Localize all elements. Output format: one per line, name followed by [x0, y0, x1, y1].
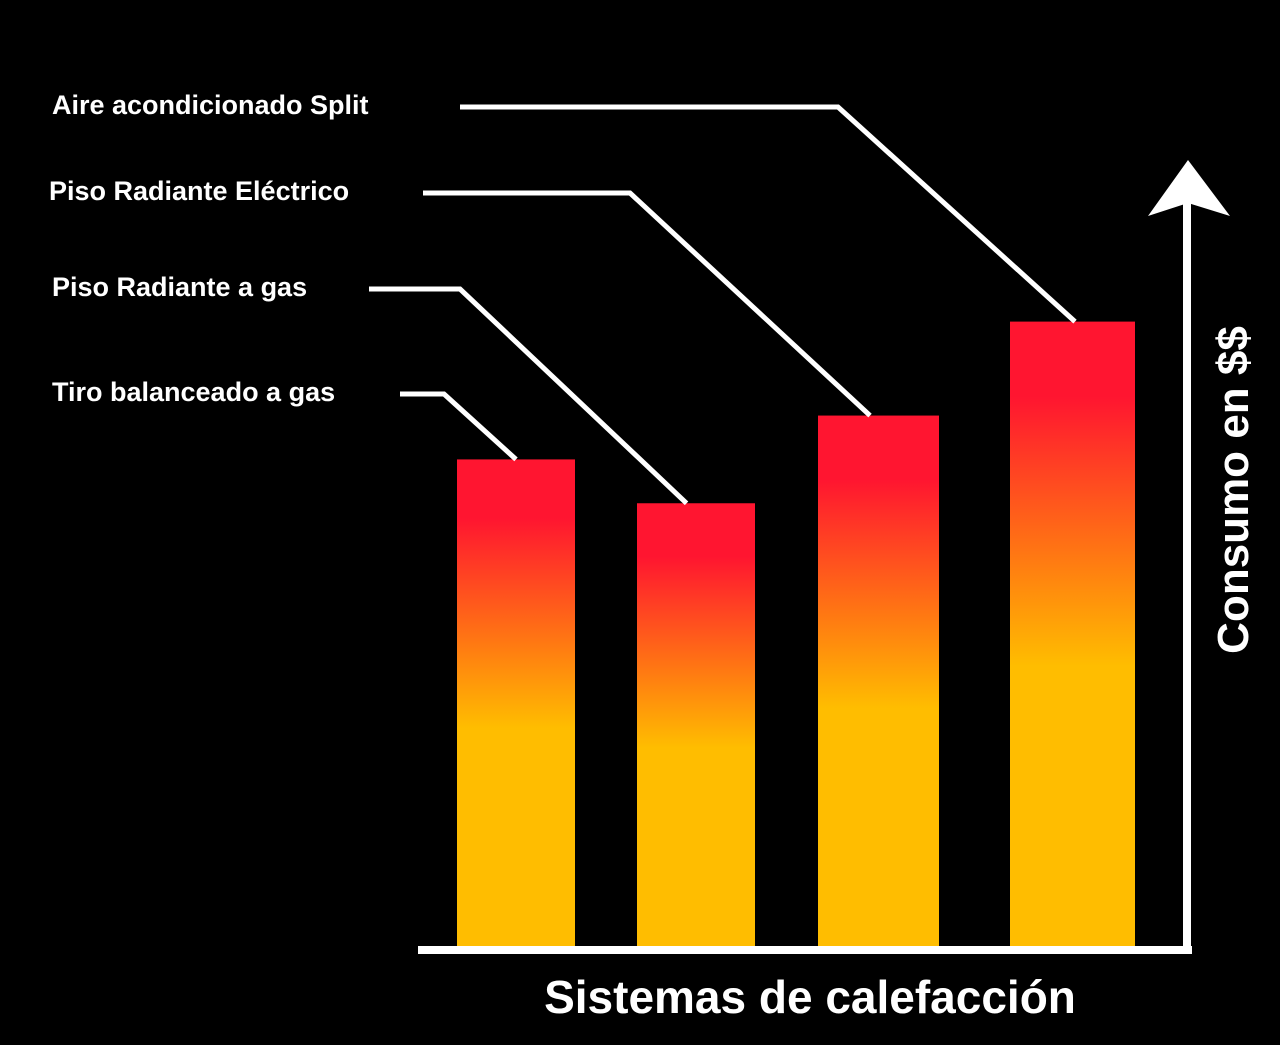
leader-line-1	[400, 391, 518, 462]
bar-1	[457, 459, 575, 948]
category-label-3: Piso Radiante Eléctrico	[49, 176, 349, 206]
bar-4	[1010, 321, 1135, 949]
category-labels: Tiro balanceado a gas Piso Radiante a gas…	[49, 90, 369, 407]
x-axis-label: Sistemas de calefacción	[544, 971, 1076, 1023]
leader-line-4	[460, 104, 1077, 324]
leader-line-3	[423, 190, 872, 418]
category-label-1: Tiro balanceado a gas	[52, 377, 335, 407]
category-label-2: Piso Radiante a gas	[52, 272, 307, 302]
y-axis-label: Consumo en $$	[1209, 326, 1258, 654]
bar-2	[637, 503, 755, 948]
y-axis-arrow-icon	[1148, 160, 1230, 216]
bar-3	[818, 415, 939, 948]
leader-lines	[369, 104, 1077, 506]
bars	[457, 321, 1135, 949]
leader-line-2	[369, 286, 689, 506]
category-label-4: Aire acondicionado Split	[52, 90, 369, 120]
